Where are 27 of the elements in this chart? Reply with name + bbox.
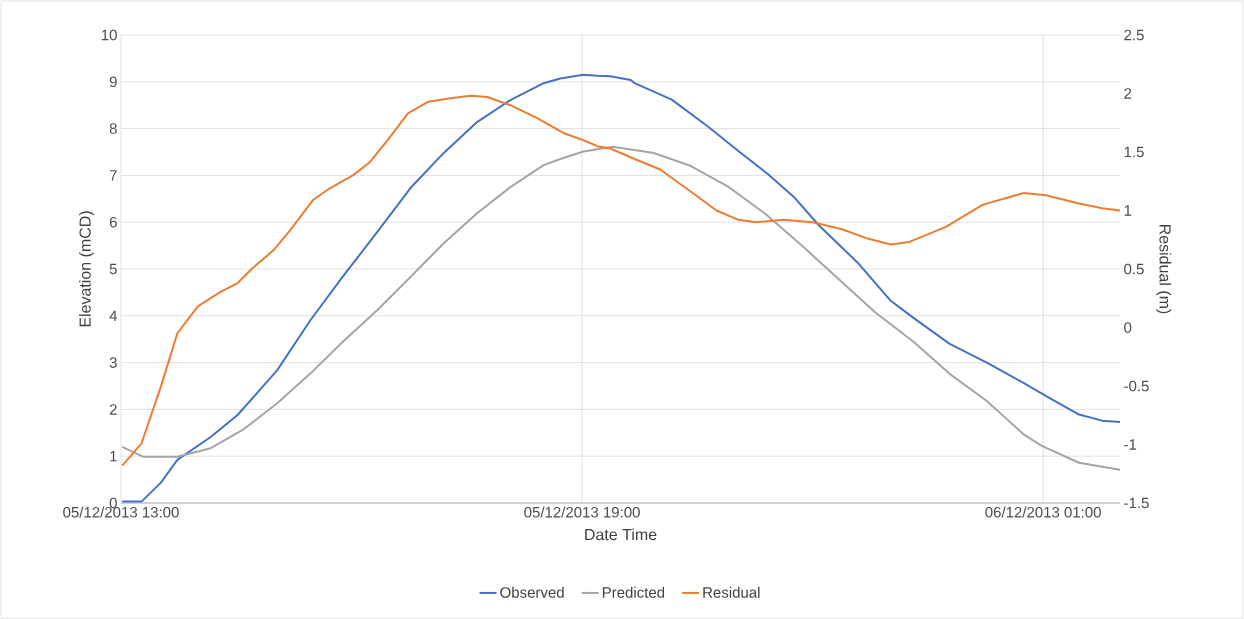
legend-label: Predicted <box>602 586 665 598</box>
y-tick-label: 8 <box>109 123 117 134</box>
x-tick-label: 05/12/2013 19:00 <box>524 506 640 518</box>
legend-label: Observed <box>500 586 564 598</box>
y-axis-title: Elevation (mCD) <box>79 211 94 327</box>
x-tick-label: 06/12/2013 01:00 <box>985 506 1101 518</box>
y2-tick-label: -1 <box>1124 439 1137 450</box>
y2-tick-label: 0.5 <box>1124 263 1144 275</box>
y-tick-label: 9 <box>109 76 117 88</box>
y2-axis-title: Residual (m) <box>1156 224 1172 314</box>
y2-tick-label: 0 <box>1124 322 1132 333</box>
y-tick-label: 5 <box>109 263 117 275</box>
y-tick-label: 2 <box>109 404 117 415</box>
y-tick-label: 3 <box>109 357 117 368</box>
legend-label: Residual <box>703 586 760 598</box>
y2-tick-label: 1.5 <box>1124 146 1144 158</box>
x-axis-title: Date Time <box>585 528 657 541</box>
y2-tick-label: 2 <box>1124 88 1132 99</box>
y2-tick-label: 1 <box>1124 205 1132 216</box>
y-tick-label: 6 <box>109 216 117 228</box>
y2-tick-label: -1.5 <box>1124 497 1149 509</box>
y2-tick-label: -0.5 <box>1124 380 1149 392</box>
y-tick-label: 7 <box>109 170 117 181</box>
y-tick-label: 4 <box>109 310 118 321</box>
y-tick-label: 10 <box>101 29 117 41</box>
y-tick-label: 1 <box>110 451 117 462</box>
y2-tick-label: 2.5 <box>1124 29 1144 41</box>
